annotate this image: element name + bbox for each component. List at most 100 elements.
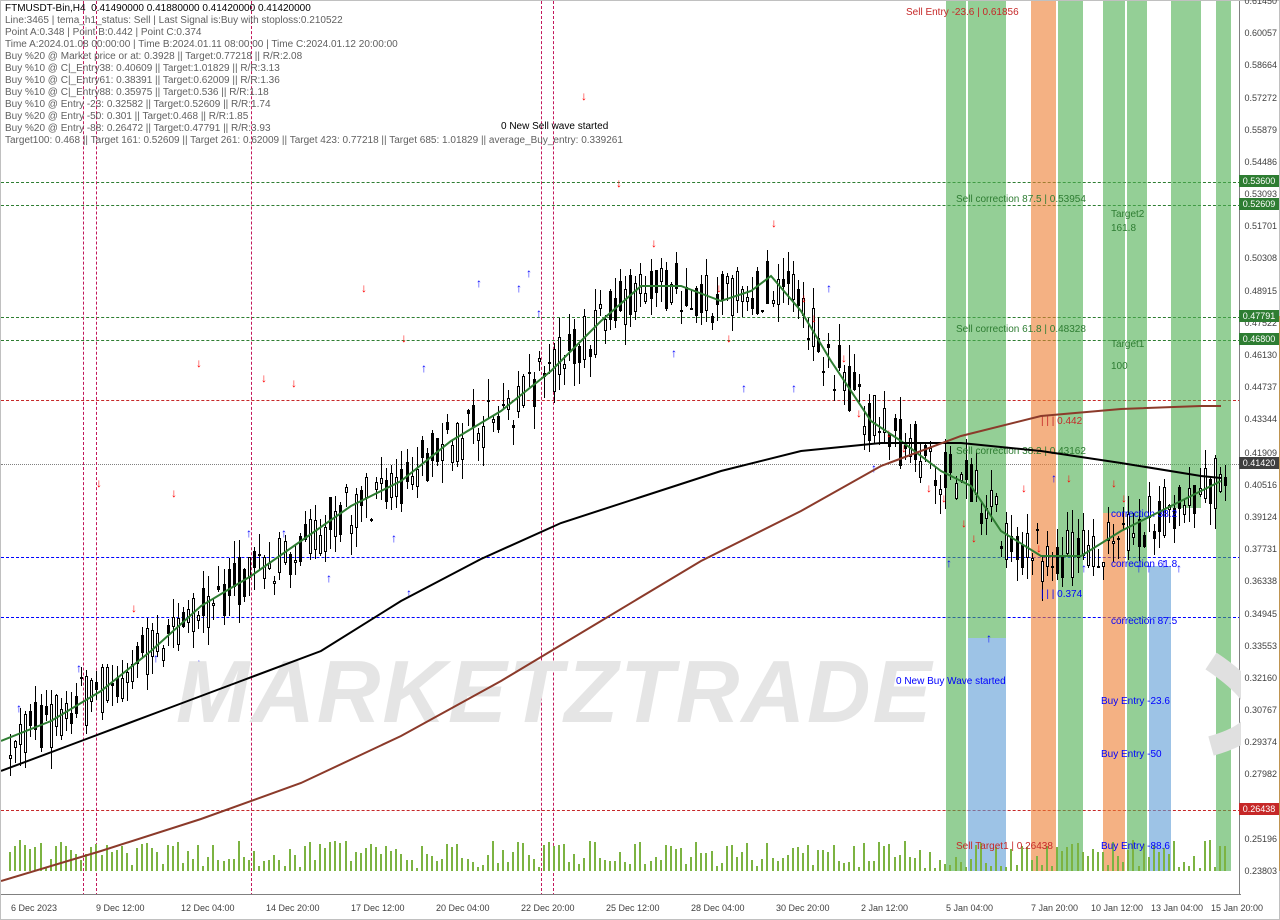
volume-bar	[1071, 844, 1073, 871]
signal-arrow: ↑	[421, 361, 427, 375]
signal-arrow: ↓	[886, 426, 892, 440]
signal-arrow: ↓	[801, 291, 807, 305]
volume-bar	[1066, 847, 1068, 871]
volume-bar	[1158, 852, 1160, 871]
signal-arrow: ↑	[526, 266, 532, 280]
volume-bar	[60, 842, 62, 871]
volume-bar	[528, 855, 530, 871]
volume-bar	[126, 853, 128, 871]
zone-rect	[1216, 1, 1231, 871]
volume-bar	[116, 850, 118, 871]
volume-bar	[85, 854, 87, 871]
signal-arrow: ↓	[651, 236, 657, 250]
volume-bar	[182, 863, 184, 871]
y-tick: 0.57272	[1244, 93, 1277, 103]
signal-arrow: ↓	[841, 351, 847, 365]
price-tag: 0.46800	[1239, 333, 1279, 345]
volume-bar	[65, 846, 67, 871]
volume-bar	[390, 851, 392, 871]
volume-bar	[492, 841, 494, 871]
volume-bar	[985, 863, 987, 871]
volume-bar	[970, 859, 972, 871]
volume-bar	[716, 866, 718, 871]
volume-bar	[360, 853, 362, 871]
volume-bar	[1117, 856, 1119, 871]
volume-bar	[1178, 867, 1180, 871]
volume-bar	[568, 862, 570, 871]
volume-bar	[319, 844, 321, 871]
info-line: Target100: 0.468 || Target 161: 0.52609 …	[5, 135, 623, 147]
volume-bar	[726, 846, 728, 871]
volume-bar	[441, 859, 443, 871]
volume-bar	[960, 862, 962, 871]
volume-bar	[817, 850, 819, 871]
volume-bar	[990, 866, 992, 871]
volume-bar	[411, 860, 413, 871]
volume-bar	[1199, 868, 1201, 871]
volume-bar	[853, 846, 855, 871]
signal-arrow: ↓	[771, 216, 777, 230]
chart-label: correction 38.2	[1111, 509, 1177, 520]
volume-bar	[670, 846, 672, 871]
signal-arrow: ↑	[671, 346, 677, 360]
volume-bar	[878, 842, 880, 871]
volume-bar	[1219, 846, 1221, 871]
signal-arrow: ↑	[516, 281, 522, 295]
volume-bar	[766, 843, 768, 871]
volume-bar	[34, 847, 36, 871]
volume-bar	[1122, 862, 1124, 871]
volume-bar	[223, 861, 225, 871]
volume-bar	[589, 841, 591, 871]
volume-bar	[1193, 856, 1195, 871]
volume-bar	[644, 864, 646, 871]
volume-bar	[304, 846, 306, 871]
volume-bar	[949, 865, 951, 871]
volume-bar	[578, 864, 580, 871]
volume-bar	[477, 867, 479, 871]
signal-arrow: ↓	[96, 476, 102, 490]
volume-bar	[614, 861, 616, 871]
volume-bar	[629, 864, 631, 871]
volume-bar	[731, 845, 733, 871]
volume-bar	[192, 859, 194, 871]
chart-label: Sell Entry -23.6 | 0.61856	[906, 7, 1019, 18]
volume-bar	[187, 851, 189, 871]
volume-bar	[833, 845, 835, 871]
info-line: Buy %10 @ C|_Entry88: 0.35975 || Target:…	[5, 87, 623, 99]
watermark-text: MARKETZTRADE	[176, 641, 933, 743]
volume-bar	[90, 847, 92, 871]
volume-bar	[655, 857, 657, 871]
volume-bar	[522, 843, 524, 871]
signal-arrow: ↓	[856, 406, 862, 420]
y-tick: 0.36338	[1244, 576, 1277, 586]
y-tick: 0.23803	[1244, 866, 1277, 876]
volume-bar	[502, 850, 504, 871]
volume-bar	[258, 866, 260, 871]
volume-bar	[395, 849, 397, 871]
volume-bar	[787, 855, 789, 871]
volume-bar	[812, 865, 814, 871]
chart-area[interactable]: MARKETZTRADE ↑↑↓↓↑↓↑↓↑↓↑↓↑↓↑↓↑↑↑↑↑↑↓↓↓↑↓…	[1, 1, 1241, 896]
signal-arrow: ↓	[291, 376, 297, 390]
volume-bar	[797, 847, 799, 871]
x-tick: 17 Dec 12:00	[351, 903, 405, 913]
volume-bar	[167, 845, 169, 871]
signal-arrow: ↓	[1036, 541, 1042, 555]
volume-bar	[685, 864, 687, 871]
volume-bar	[365, 848, 367, 871]
chart-label: Sell correction 38.2 | 0.43162	[956, 446, 1086, 457]
volume-bar	[792, 848, 794, 871]
info-line: Buy %10 @ Entry -23: 0.32582 || Target:0…	[5, 99, 623, 111]
y-tick: 0.40516	[1244, 480, 1277, 490]
info-line: Buy %10 @ C|_Entry61: 0.38391 || Target:…	[5, 75, 623, 87]
signal-arrow: ↑	[153, 651, 159, 665]
y-tick: 0.37731	[1244, 544, 1277, 554]
volume-bar	[1107, 865, 1109, 871]
volume-bar	[497, 863, 499, 871]
volume-bar	[583, 858, 585, 871]
volume-bar	[156, 852, 158, 871]
volume-bar	[721, 863, 723, 871]
volume-bar	[162, 864, 164, 871]
y-tick: 0.54486	[1244, 157, 1277, 167]
volume-bar	[350, 861, 352, 871]
